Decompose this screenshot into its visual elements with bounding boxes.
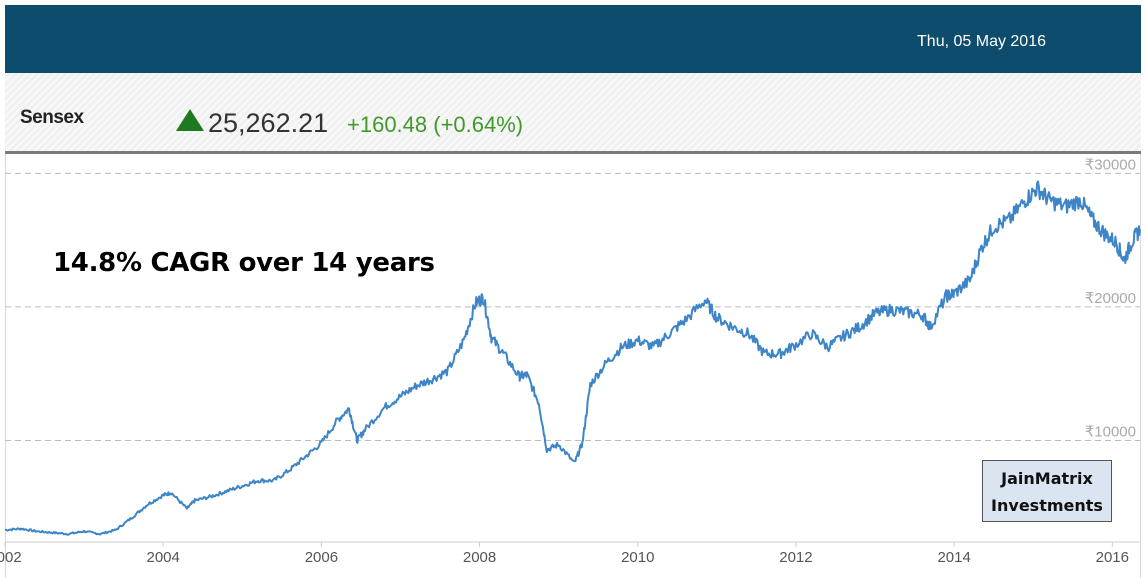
x-tick-label: 2008: [463, 549, 496, 566]
index-change: +160.48 (+0.64%): [347, 112, 524, 137]
x-tick-label: 2006: [305, 549, 338, 566]
brand-line-2: Investments: [991, 496, 1103, 515]
series-line-0: [4, 180, 1141, 536]
brand-line-1: JainMatrix: [1001, 469, 1093, 488]
y-tick-label: ₹20000: [1085, 290, 1136, 307]
x-tick-label: 2010: [621, 549, 654, 566]
x-tick-label: 2016: [1096, 549, 1129, 566]
x-tick-label: 2004: [147, 549, 180, 566]
y-tick-label: ₹10000: [1085, 423, 1136, 440]
index-name: Sensex: [20, 107, 84, 128]
x-tick-label: 2014: [937, 549, 970, 566]
x-tick-label: 2002: [0, 549, 22, 566]
date-label: Thu, 05 May 2016: [917, 33, 1046, 50]
brand-box: JainMatrix Investments: [982, 460, 1112, 522]
y-tick-label: ₹30000: [1085, 156, 1136, 173]
x-tick-label: 2012: [779, 549, 812, 566]
index-price: 25,262.21: [208, 108, 329, 138]
index-quote-bar: Sensex 25,262.21 +160.48 (+0.64%): [5, 73, 1141, 154]
up-triangle-icon: [176, 109, 204, 131]
cagr-annotation: 14.8% CAGR over 14 years: [53, 248, 435, 278]
top-bar: Thu, 05 May 2016: [5, 5, 1141, 73]
chart-frame: [5, 5, 1141, 578]
